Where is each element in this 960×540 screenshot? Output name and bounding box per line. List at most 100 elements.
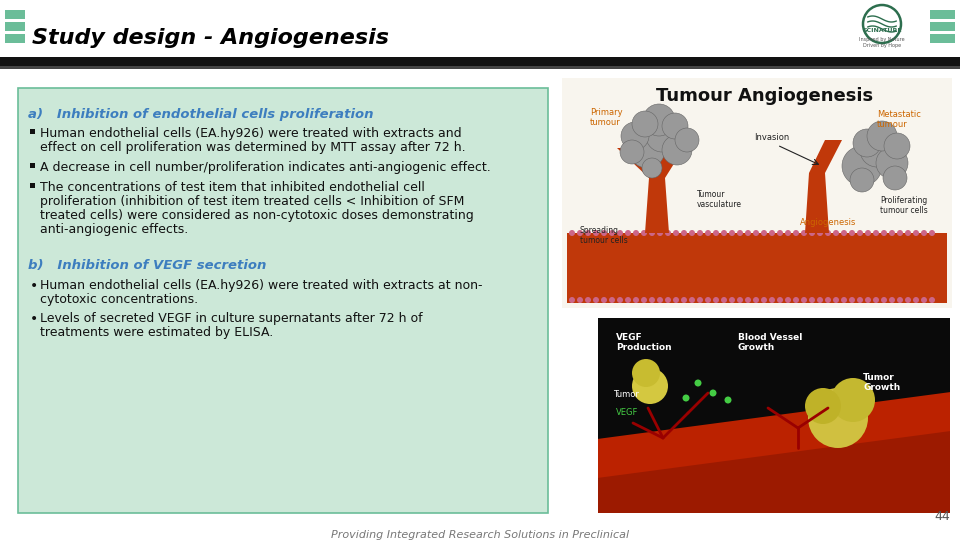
Circle shape	[833, 230, 839, 236]
Circle shape	[632, 359, 660, 387]
Text: b)   Inhibition of VEGF secretion: b) Inhibition of VEGF secretion	[28, 259, 266, 272]
Text: Tumor
Growth: Tumor Growth	[863, 373, 900, 393]
Circle shape	[633, 297, 639, 303]
Circle shape	[632, 368, 668, 404]
Circle shape	[777, 297, 783, 303]
Circle shape	[681, 297, 687, 303]
Circle shape	[709, 389, 716, 396]
Text: A decrease in cell number/proliferation indicates anti-angiogenic effect.: A decrease in cell number/proliferation …	[40, 161, 491, 174]
Circle shape	[905, 297, 911, 303]
Text: Blood Vessel
Growth: Blood Vessel Growth	[738, 333, 803, 353]
Circle shape	[841, 230, 847, 236]
Circle shape	[657, 297, 663, 303]
Circle shape	[793, 297, 799, 303]
Circle shape	[801, 297, 807, 303]
Circle shape	[833, 297, 839, 303]
Circle shape	[857, 297, 863, 303]
Circle shape	[729, 297, 735, 303]
Circle shape	[745, 230, 751, 236]
Bar	[930, 10, 955, 19]
Circle shape	[737, 230, 743, 236]
Circle shape	[865, 230, 871, 236]
Text: Tumor: Tumor	[613, 390, 638, 399]
Circle shape	[929, 297, 935, 303]
Circle shape	[585, 230, 591, 236]
Text: •: •	[30, 312, 38, 326]
Circle shape	[665, 230, 671, 236]
Circle shape	[873, 230, 879, 236]
Text: VEGF
Production: VEGF Production	[616, 333, 672, 353]
Bar	[0, 66, 960, 69]
Circle shape	[769, 297, 775, 303]
Text: Invasion: Invasion	[755, 133, 790, 142]
Circle shape	[876, 147, 908, 179]
Circle shape	[849, 297, 855, 303]
Circle shape	[753, 297, 759, 303]
Text: a)   Inhibition of endothelial cells proliferation: a) Inhibition of endothelial cells proli…	[28, 108, 373, 121]
Circle shape	[867, 121, 897, 151]
Bar	[562, 78, 952, 308]
Text: Angiogenesis: Angiogenesis	[800, 218, 856, 227]
Text: Levels of secreted VEGF in culture supernatants after 72 h of: Levels of secreted VEGF in culture super…	[40, 312, 422, 325]
Circle shape	[889, 230, 895, 236]
Polygon shape	[617, 148, 665, 178]
FancyBboxPatch shape	[18, 88, 548, 513]
Circle shape	[817, 297, 823, 303]
Circle shape	[825, 297, 831, 303]
Circle shape	[805, 388, 841, 424]
Circle shape	[577, 297, 583, 303]
Text: Human endothelial cells (EA.hy926) were treated with extracts and: Human endothelial cells (EA.hy926) were …	[40, 127, 462, 140]
Circle shape	[683, 395, 689, 402]
Bar	[598, 318, 950, 513]
Circle shape	[585, 297, 591, 303]
Circle shape	[697, 230, 703, 236]
Text: proliferation (inhibition of test item treated cells < Inhibition of SFM: proliferation (inhibition of test item t…	[40, 195, 465, 208]
Circle shape	[897, 297, 903, 303]
Circle shape	[865, 297, 871, 303]
Circle shape	[897, 230, 903, 236]
Circle shape	[697, 297, 703, 303]
Circle shape	[713, 230, 719, 236]
Circle shape	[577, 230, 583, 236]
Bar	[840, 2, 925, 54]
Polygon shape	[805, 173, 829, 233]
Text: •: •	[30, 279, 38, 293]
Circle shape	[849, 230, 855, 236]
Circle shape	[883, 166, 907, 190]
Circle shape	[617, 230, 623, 236]
Circle shape	[625, 230, 631, 236]
Bar	[30, 183, 35, 188]
Circle shape	[913, 297, 919, 303]
Circle shape	[873, 297, 879, 303]
Text: cytotoxic concentrations.: cytotoxic concentrations.	[40, 293, 198, 306]
Circle shape	[808, 388, 868, 448]
Polygon shape	[598, 431, 950, 513]
Circle shape	[601, 297, 607, 303]
Polygon shape	[809, 140, 842, 173]
Text: Primary
tumour: Primary tumour	[590, 108, 623, 127]
Circle shape	[593, 230, 599, 236]
Text: Tumour
vasculature: Tumour vasculature	[697, 190, 742, 210]
Text: effect on cell proliferation was determined by MTT assay after 72 h.: effect on cell proliferation was determi…	[40, 141, 466, 154]
Circle shape	[921, 297, 927, 303]
Bar	[930, 34, 955, 43]
Circle shape	[620, 140, 644, 164]
Text: treated cells) were considered as non-cytotoxic doses demonstrating: treated cells) were considered as non-cy…	[40, 209, 473, 222]
Circle shape	[863, 5, 901, 43]
Circle shape	[769, 230, 775, 236]
Text: Proliferating
tumour cells: Proliferating tumour cells	[880, 196, 927, 215]
Circle shape	[913, 230, 919, 236]
Bar	[5, 22, 25, 31]
Circle shape	[921, 230, 927, 236]
Circle shape	[643, 104, 675, 136]
Text: Human endothelial cells (EA.hy926) were treated with extracts at non-: Human endothelial cells (EA.hy926) were …	[40, 279, 483, 292]
Circle shape	[785, 230, 791, 236]
Text: Driven by Hope: Driven by Hope	[863, 44, 901, 49]
Circle shape	[662, 135, 692, 165]
Circle shape	[729, 230, 735, 236]
Circle shape	[593, 297, 599, 303]
Bar	[5, 10, 25, 19]
Polygon shape	[649, 143, 687, 178]
Circle shape	[801, 230, 807, 236]
Bar	[0, 57, 960, 66]
